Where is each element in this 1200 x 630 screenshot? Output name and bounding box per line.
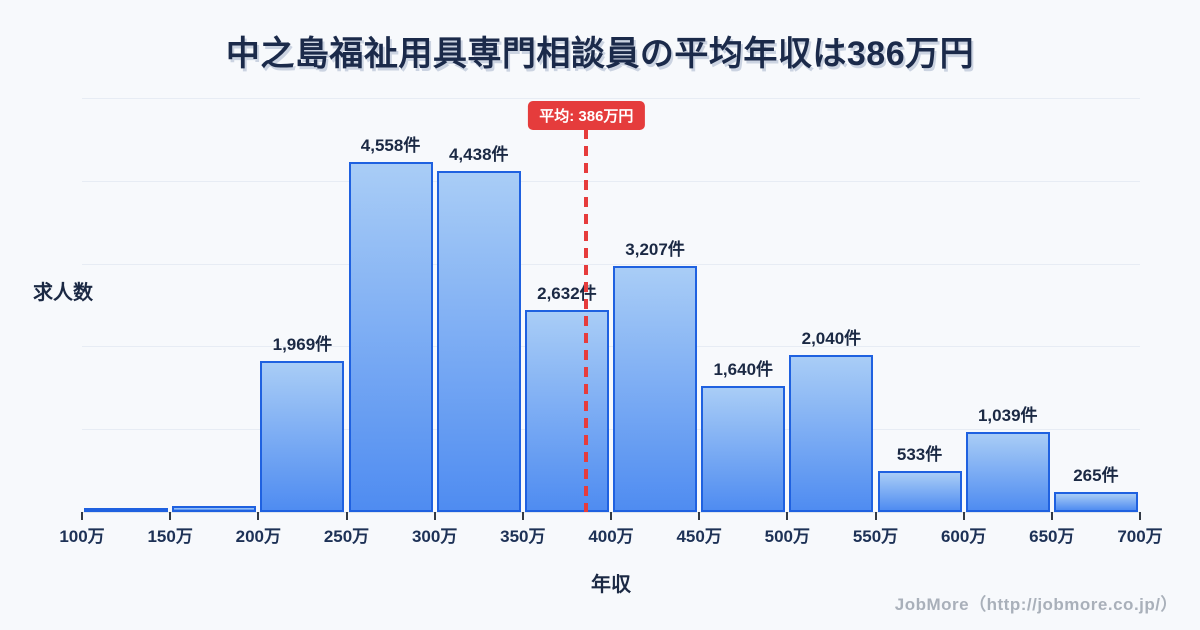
gridline [82,98,1140,99]
bar-value-label: 4,558件 [360,135,421,155]
axis-tick [786,512,789,520]
bar [348,161,433,512]
x-tick-label: 550万 [852,527,899,546]
x-tick-label: 300万 [411,527,458,546]
x-tick-label: 200万 [235,527,282,546]
axis-tick [521,512,524,520]
x-tick-label: 350万 [500,527,546,546]
axis-tick [610,512,612,520]
gridline [82,263,1140,265]
chart-title: 中之島福祉用具専門相談員の平均年収は386万円 [225,35,975,73]
mean-dashed-line [584,129,589,512]
bar [613,265,698,512]
x-tick-label: 650万 [1029,527,1075,546]
bar-value-label: 4,438件 [448,145,509,165]
bar-value-label: 265件 [1073,465,1119,485]
gridline [82,429,1140,431]
x-tick-label: 600万 [940,527,987,546]
x-tick-label: 700万 [1117,527,1163,546]
bar [436,171,521,512]
bar [965,432,1050,512]
plot-area: 1,969件 4,558件 4,438件 2,632件 3,207件 1,640件 2,04… [59,98,1163,546]
bar-value-label: 1,039件 [977,406,1038,426]
bar-value-label: 2,040件 [801,329,862,349]
mean-annotation-badge: 平均: 386万円 [528,101,645,130]
axis-tick [81,512,83,520]
bar [789,355,874,512]
gridline [82,346,1140,348]
axis-tick [874,512,877,520]
bar [1053,491,1138,512]
bar-value-label: 3,207件 [625,239,685,259]
axis-tick [433,512,436,520]
x-axis-label: 年収 [591,574,631,596]
axis-tick [962,512,965,520]
bar-value-label: 2,632件 [537,283,597,303]
axis-tick [1050,512,1053,520]
bar-value-label: 1,640件 [713,360,774,380]
bar [701,386,786,512]
bar [172,506,257,512]
credit-text: JobMore（http://jobmore.co.jp/） [894,595,1178,614]
bar [524,309,609,512]
x-tick-label: 450万 [676,527,722,546]
x-tick-label: 250万 [323,527,370,546]
bar [260,360,345,512]
bar-value-label: 1,969件 [272,334,333,354]
gridline [82,180,1140,182]
x-tick-label: 150万 [147,527,193,546]
x-tick-label: 100万 [59,527,105,546]
x-tick-label: 400万 [588,527,634,546]
axis-tick [698,512,701,520]
y-axis-label: 求人数 [33,282,93,304]
bar [877,471,962,512]
axis-tick [1139,512,1141,520]
bar-value-label: 533件 [896,445,943,465]
axis-tick [169,512,172,520]
bar [84,508,169,512]
axis-tick [257,512,260,520]
x-tick-label: 500万 [764,527,811,546]
axis-tick [345,512,348,520]
